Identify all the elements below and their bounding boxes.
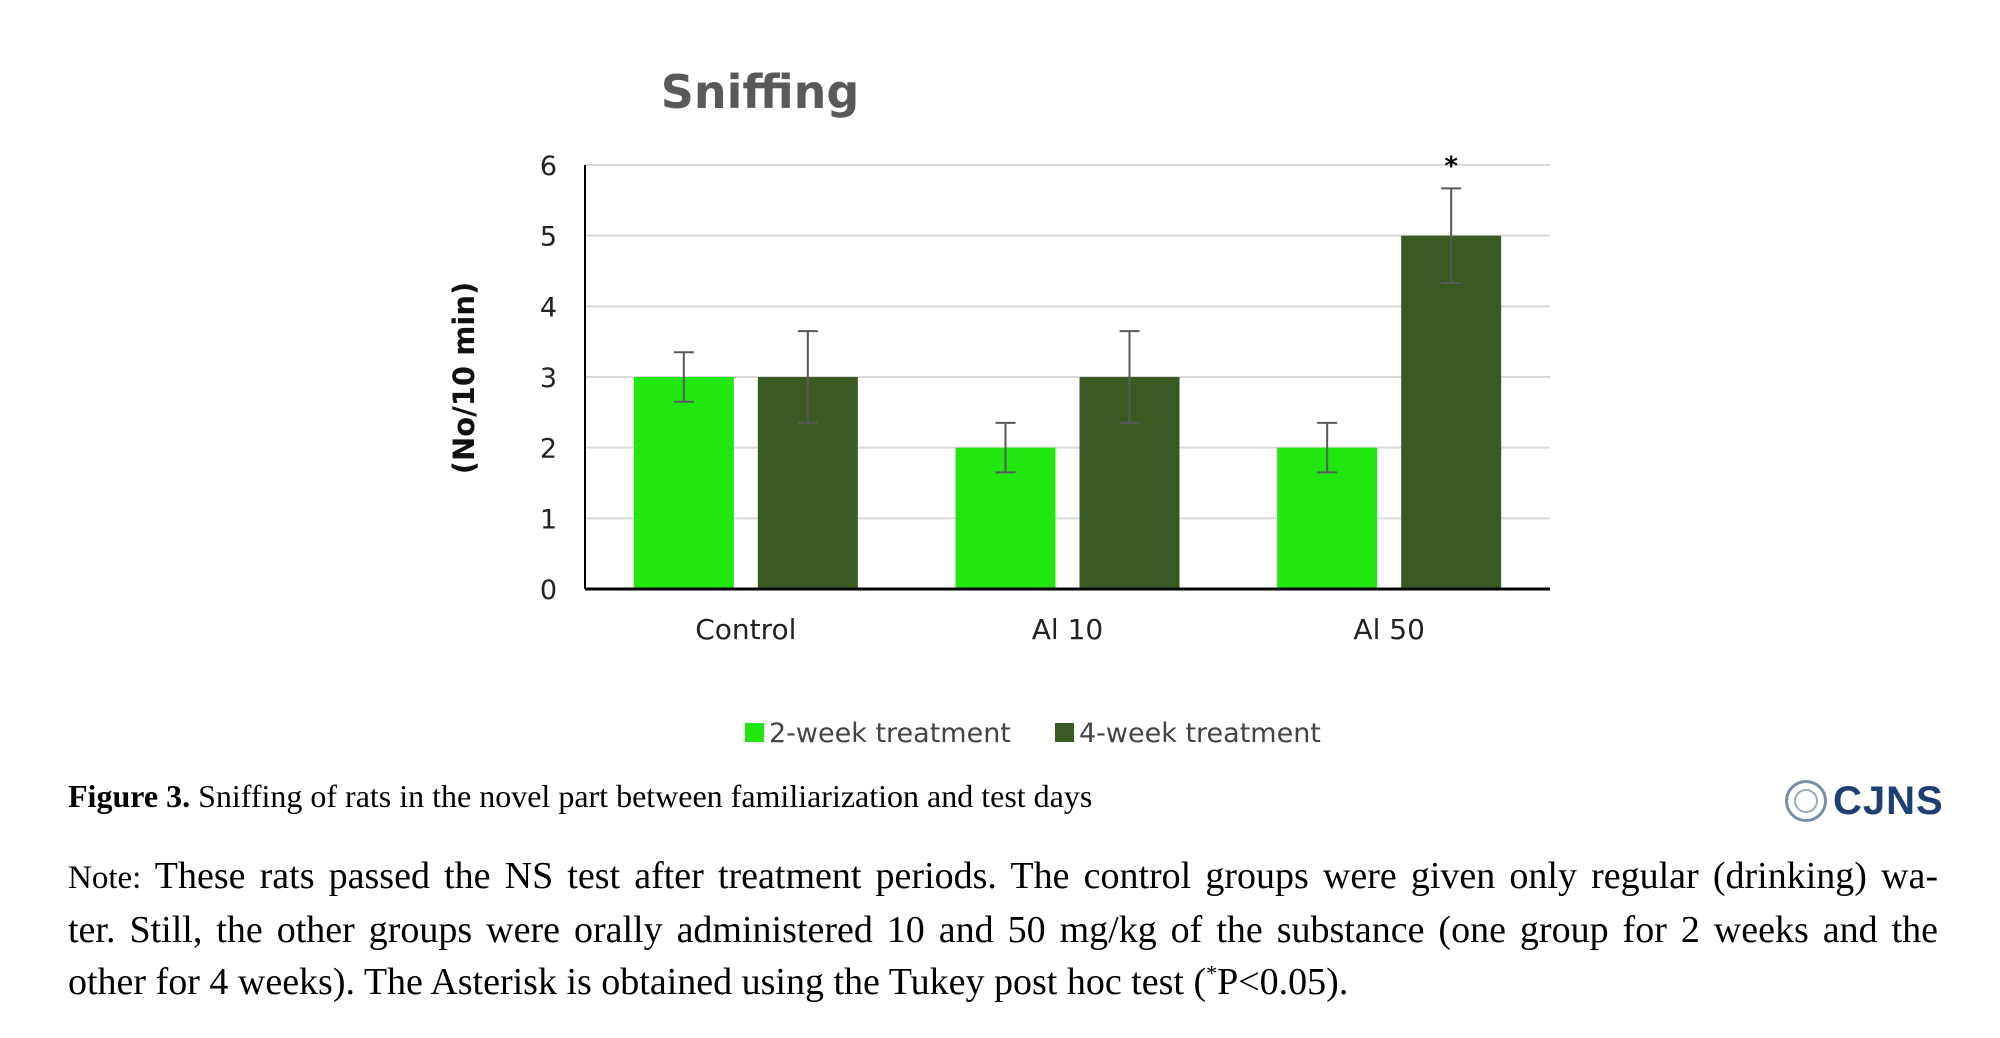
y-tick-label: 1: [540, 504, 557, 535]
legend-label: 4-week treatment: [1079, 718, 1321, 749]
note-line-3-end: P<0.05).: [1217, 961, 1349, 1003]
note-prefix: Note:: [68, 860, 142, 896]
y-tick-label: 4: [540, 292, 557, 323]
x-axis-categories: Control Al 10 Al 50: [695, 613, 1425, 646]
x-category-label: Al 50: [1353, 613, 1424, 646]
x-category-label: Al 10: [1032, 613, 1103, 646]
figure-caption-text: Sniffing of rats in the novel part betwe…: [198, 778, 1093, 814]
figure-caption: Figure 3. Sniffing of rats in the novel …: [68, 778, 1788, 815]
bar: [633, 377, 734, 589]
error-bars: [673, 187, 1462, 474]
sniffing-bar-chart: Sniffing 0 1 2 3 4 5 6 Control Al 10 Al 50 (No/1…: [447, 65, 1550, 749]
figure-label: Figure 3.: [68, 778, 191, 814]
note-line-3: other for 4 weeks). The Asterisk is obta…: [68, 956, 1938, 1008]
journal-logo: CJNS: [1785, 776, 1944, 826]
y-tick-label: 5: [540, 222, 557, 253]
x-category-label: Control: [695, 613, 796, 646]
y-tick-label: 0: [540, 575, 557, 606]
y-tick-label: 6: [540, 151, 557, 182]
note-line-2: ter. Still, the other groups were orally…: [68, 909, 1938, 951]
legend-swatch: [1055, 723, 1074, 742]
gridlines: [585, 164, 1550, 520]
logo-text: CJNS: [1833, 778, 1944, 823]
bars: [633, 235, 1502, 589]
note-superscript: *: [1206, 960, 1218, 986]
legend-label: 2-week treatment: [769, 718, 1011, 749]
significance-asterisk: *: [1444, 151, 1458, 181]
annotations: *: [1444, 151, 1458, 181]
bar: [1401, 235, 1502, 589]
y-axis-ticks: 0 1 2 3 4 5 6: [540, 151, 557, 606]
y-axis-label: (No/10 min): [447, 282, 481, 475]
legend: 2-week treatment 4-week treatment: [745, 718, 1321, 749]
chart-title: Sniffing: [661, 65, 860, 119]
y-tick-label: 3: [540, 363, 557, 394]
y-tick-label: 2: [540, 434, 557, 465]
note-line-3-text: other for 4 weeks). The Asterisk is obta…: [68, 961, 1207, 1003]
legend-swatch: [745, 723, 764, 742]
seal-icon: [1785, 780, 1827, 822]
note-line-1-text: These rats passed the NS test after trea…: [154, 855, 1938, 897]
note-line-1: Note: These rats passed the NS test afte…: [68, 850, 1938, 904]
figure-note: Note: These rats passed the NS test afte…: [68, 850, 1938, 1008]
